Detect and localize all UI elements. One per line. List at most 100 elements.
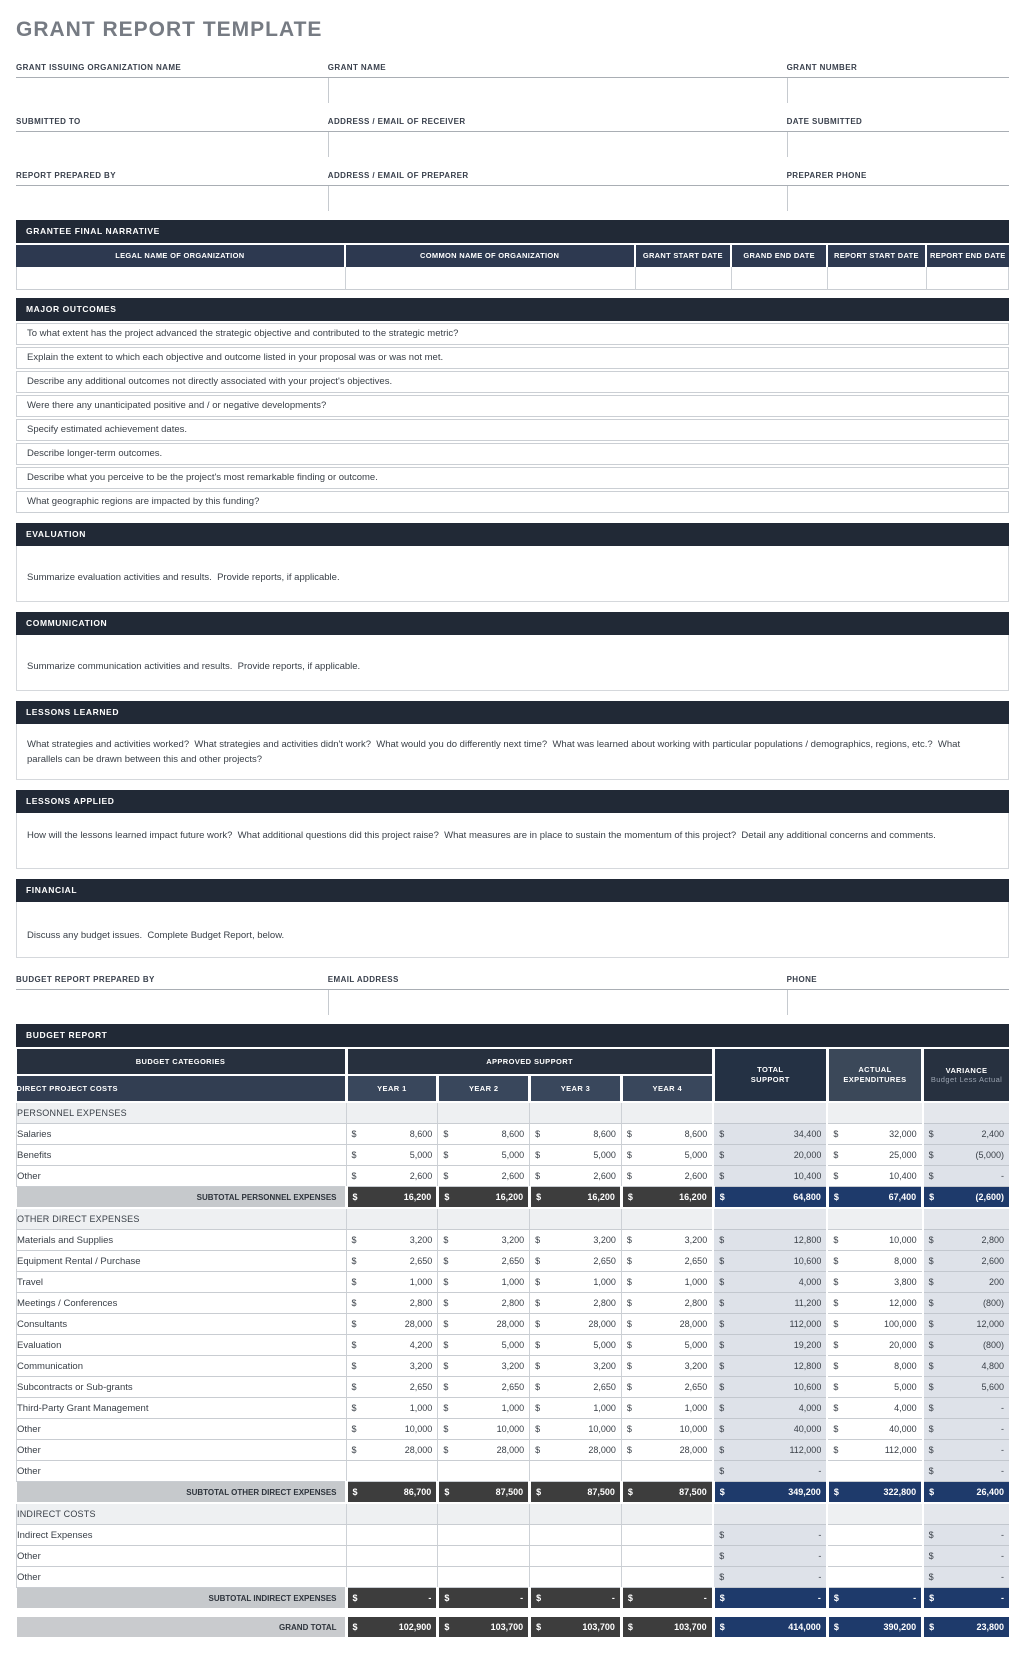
budget-cell[interactable]: $5,000 bbox=[621, 1334, 714, 1356]
budget-cell[interactable]: $8,600 bbox=[346, 1123, 439, 1145]
budget-cell[interactable]: $5,000 bbox=[437, 1334, 531, 1356]
budget-cell[interactable]: $3,200 bbox=[346, 1355, 439, 1377]
report-end-date-cell[interactable] bbox=[926, 267, 1009, 290]
budget-cell[interactable]: $3,200 bbox=[529, 1229, 622, 1251]
budget-cell[interactable]: $2,650 bbox=[529, 1250, 622, 1272]
budget-cell[interactable]: $10,000 bbox=[621, 1418, 714, 1440]
outcome-question-row[interactable]: Specify estimated achievement dates. bbox=[16, 419, 1009, 441]
budget-cell[interactable] bbox=[827, 1566, 924, 1588]
budget-cell[interactable]: $10,000 bbox=[346, 1418, 439, 1440]
budget-cell[interactable]: $2,650 bbox=[437, 1376, 531, 1398]
budget-cell[interactable]: $28,000 bbox=[346, 1313, 439, 1335]
budget-cell[interactable]: $3,200 bbox=[529, 1355, 622, 1377]
budget-cell[interactable]: $1,000 bbox=[346, 1397, 439, 1419]
budget-cell[interactable]: $1,000 bbox=[621, 1397, 714, 1419]
outcome-question-row[interactable]: Describe what you perceive to be the pro… bbox=[16, 467, 1009, 489]
budget-cell[interactable]: $3,200 bbox=[437, 1229, 531, 1251]
budget-cell[interactable]: $1,000 bbox=[437, 1271, 531, 1293]
outcome-question-row[interactable]: Explain the extent to which each objecti… bbox=[16, 347, 1009, 369]
budget-cell[interactable]: $3,800 bbox=[827, 1271, 924, 1293]
budget-cell[interactable]: $2,800 bbox=[529, 1292, 622, 1314]
budget-cell[interactable]: $2,600 bbox=[621, 1165, 714, 1187]
budget-cell[interactable]: $2,650 bbox=[621, 1250, 714, 1272]
budget-cell[interactable] bbox=[621, 1524, 714, 1546]
report-start-date-cell[interactable] bbox=[828, 267, 927, 290]
budget-cell[interactable] bbox=[529, 1545, 622, 1567]
budget-cell[interactable]: $4,200 bbox=[346, 1334, 439, 1356]
lessons-applied-input-area[interactable]: How will the lessons learned impact futu… bbox=[16, 813, 1009, 869]
budget-cell[interactable]: $2,650 bbox=[346, 1376, 439, 1398]
budget-cell[interactable]: $1,000 bbox=[529, 1397, 622, 1419]
budget-cell[interactable]: $3,200 bbox=[621, 1229, 714, 1251]
budget-cell[interactable]: $20,000 bbox=[827, 1334, 924, 1356]
report-prepared-by-input[interactable] bbox=[16, 186, 328, 211]
evaluation-input-area[interactable]: Summarize evaluation activities and resu… bbox=[16, 546, 1009, 602]
budget-cell[interactable]: $2,600 bbox=[437, 1165, 531, 1187]
grant-start-date-cell[interactable] bbox=[635, 267, 732, 290]
budget-cell[interactable]: $2,800 bbox=[621, 1292, 714, 1314]
budget-cell[interactable]: $10,400 bbox=[827, 1165, 924, 1187]
budget-cell[interactable]: $2,650 bbox=[346, 1250, 439, 1272]
budget-cell[interactable]: $2,650 bbox=[437, 1250, 531, 1272]
common-name-cell[interactable] bbox=[345, 267, 636, 290]
outcome-question-row[interactable]: To what extent has the project advanced … bbox=[16, 323, 1009, 345]
budget-cell[interactable]: $3,200 bbox=[437, 1355, 531, 1377]
budget-cell[interactable]: $28,000 bbox=[621, 1313, 714, 1335]
financial-input-area[interactable]: Discuss any budget issues. Complete Budg… bbox=[16, 902, 1009, 958]
budget-cell[interactable]: $32,000 bbox=[827, 1123, 924, 1145]
budget-cell[interactable] bbox=[621, 1545, 714, 1567]
budget-cell[interactable]: $12,000 bbox=[827, 1292, 924, 1314]
budget-cell[interactable]: $2,800 bbox=[346, 1292, 439, 1314]
submitted-to-input[interactable] bbox=[16, 132, 328, 157]
budget-cell[interactable]: $2,600 bbox=[346, 1165, 439, 1187]
budget-cell[interactable]: $3,200 bbox=[621, 1355, 714, 1377]
address-email-of-receiver-input[interactable] bbox=[327, 132, 787, 157]
budget-cell[interactable]: $10,000 bbox=[437, 1418, 531, 1440]
address-email-of-preparer-input[interactable] bbox=[327, 186, 787, 211]
budget-cell[interactable]: $2,650 bbox=[621, 1376, 714, 1398]
outcome-question-row[interactable]: Were there any unanticipated positive an… bbox=[16, 395, 1009, 417]
email-address-input[interactable] bbox=[327, 990, 787, 1015]
budget-cell[interactable]: $112,000 bbox=[827, 1439, 924, 1461]
lessons-learned-input-area[interactable]: What strategies and activities worked? W… bbox=[16, 724, 1009, 780]
budget-cell[interactable]: $2,650 bbox=[529, 1376, 622, 1398]
budget-cell[interactable]: $10,000 bbox=[827, 1229, 924, 1251]
budget-cell[interactable]: $28,000 bbox=[529, 1313, 622, 1335]
budget-cell[interactable]: $28,000 bbox=[437, 1313, 531, 1335]
budget-cell[interactable] bbox=[529, 1524, 622, 1546]
outcome-question-row[interactable]: Describe any additional outcomes not dir… bbox=[16, 371, 1009, 393]
budget-cell[interactable] bbox=[529, 1460, 622, 1482]
date-submitted-input[interactable] bbox=[786, 132, 1009, 157]
budget-cell[interactable]: $5,000 bbox=[827, 1376, 924, 1398]
budget-cell[interactable]: $1,000 bbox=[346, 1271, 439, 1293]
budget-report-prepared-by-input[interactable] bbox=[16, 990, 328, 1015]
budget-cell[interactable]: $28,000 bbox=[346, 1439, 439, 1461]
budget-cell[interactable]: $2,800 bbox=[437, 1292, 531, 1314]
budget-cell[interactable]: $5,000 bbox=[529, 1334, 622, 1356]
budget-cell[interactable]: $40,000 bbox=[827, 1418, 924, 1440]
budget-cell[interactable] bbox=[437, 1460, 531, 1482]
budget-cell[interactable]: $28,000 bbox=[621, 1439, 714, 1461]
budget-cell[interactable]: $5,000 bbox=[621, 1144, 714, 1166]
budget-cell[interactable]: $5,000 bbox=[346, 1144, 439, 1166]
grand-end-date-cell[interactable] bbox=[731, 267, 829, 290]
budget-cell[interactable] bbox=[437, 1524, 531, 1546]
budget-cell[interactable] bbox=[529, 1566, 622, 1588]
budget-cell[interactable]: $1,000 bbox=[621, 1271, 714, 1293]
legal-name-cell[interactable] bbox=[16, 267, 346, 290]
budget-cell[interactable] bbox=[827, 1524, 924, 1546]
grant-issuing-organization-name-input[interactable] bbox=[16, 78, 328, 103]
budget-cell[interactable] bbox=[621, 1460, 714, 1482]
grant-name-input[interactable] bbox=[327, 78, 787, 103]
budget-cell[interactable]: $25,000 bbox=[827, 1144, 924, 1166]
budget-cell[interactable]: $28,000 bbox=[437, 1439, 531, 1461]
outcome-question-row[interactable]: What geographic regions are impacted by … bbox=[16, 491, 1009, 513]
budget-cell[interactable] bbox=[437, 1566, 531, 1588]
budget-cell[interactable] bbox=[346, 1460, 439, 1482]
budget-cell[interactable]: $4,000 bbox=[827, 1397, 924, 1419]
budget-cell[interactable] bbox=[827, 1460, 924, 1482]
budget-cell[interactable] bbox=[346, 1524, 439, 1546]
budget-cell[interactable]: $8,000 bbox=[827, 1250, 924, 1272]
budget-cell[interactable]: $1,000 bbox=[437, 1397, 531, 1419]
budget-cell[interactable]: $8,600 bbox=[529, 1123, 622, 1145]
